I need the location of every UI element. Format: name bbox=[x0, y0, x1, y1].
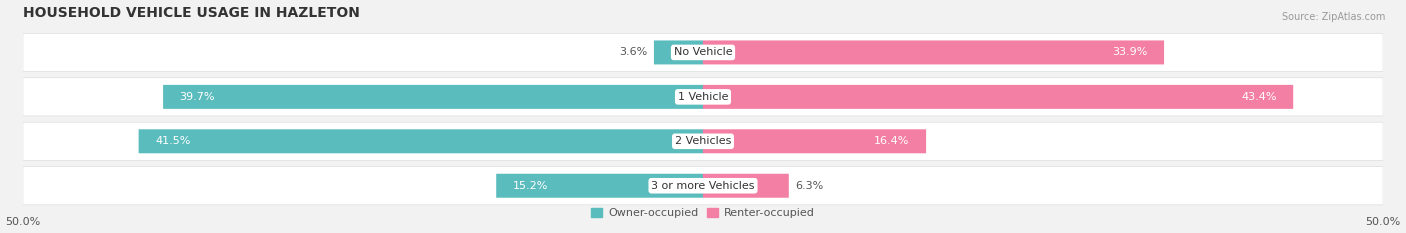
Text: HOUSEHOLD VEHICLE USAGE IN HAZLETON: HOUSEHOLD VEHICLE USAGE IN HAZLETON bbox=[22, 6, 360, 20]
FancyBboxPatch shape bbox=[703, 85, 1294, 109]
FancyBboxPatch shape bbox=[139, 129, 703, 153]
FancyBboxPatch shape bbox=[703, 129, 927, 153]
Text: 16.4%: 16.4% bbox=[875, 136, 910, 146]
Text: 43.4%: 43.4% bbox=[1241, 92, 1277, 102]
FancyBboxPatch shape bbox=[22, 33, 1384, 72]
FancyBboxPatch shape bbox=[703, 174, 789, 198]
Text: 3 or more Vehicles: 3 or more Vehicles bbox=[651, 181, 755, 191]
FancyBboxPatch shape bbox=[703, 41, 1164, 65]
Text: No Vehicle: No Vehicle bbox=[673, 48, 733, 58]
Text: 15.2%: 15.2% bbox=[513, 181, 548, 191]
FancyBboxPatch shape bbox=[654, 41, 703, 65]
Text: 39.7%: 39.7% bbox=[180, 92, 215, 102]
Legend: Owner-occupied, Renter-occupied: Owner-occupied, Renter-occupied bbox=[586, 203, 820, 223]
Text: 6.3%: 6.3% bbox=[796, 181, 824, 191]
Text: 2 Vehicles: 2 Vehicles bbox=[675, 136, 731, 146]
Text: Source: ZipAtlas.com: Source: ZipAtlas.com bbox=[1281, 12, 1385, 22]
FancyBboxPatch shape bbox=[163, 85, 703, 109]
FancyBboxPatch shape bbox=[22, 167, 1384, 205]
Text: 1 Vehicle: 1 Vehicle bbox=[678, 92, 728, 102]
FancyBboxPatch shape bbox=[22, 122, 1384, 160]
FancyBboxPatch shape bbox=[496, 174, 703, 198]
Text: 3.6%: 3.6% bbox=[619, 48, 647, 58]
Text: 33.9%: 33.9% bbox=[1112, 48, 1147, 58]
Text: 41.5%: 41.5% bbox=[155, 136, 190, 146]
FancyBboxPatch shape bbox=[22, 78, 1384, 116]
